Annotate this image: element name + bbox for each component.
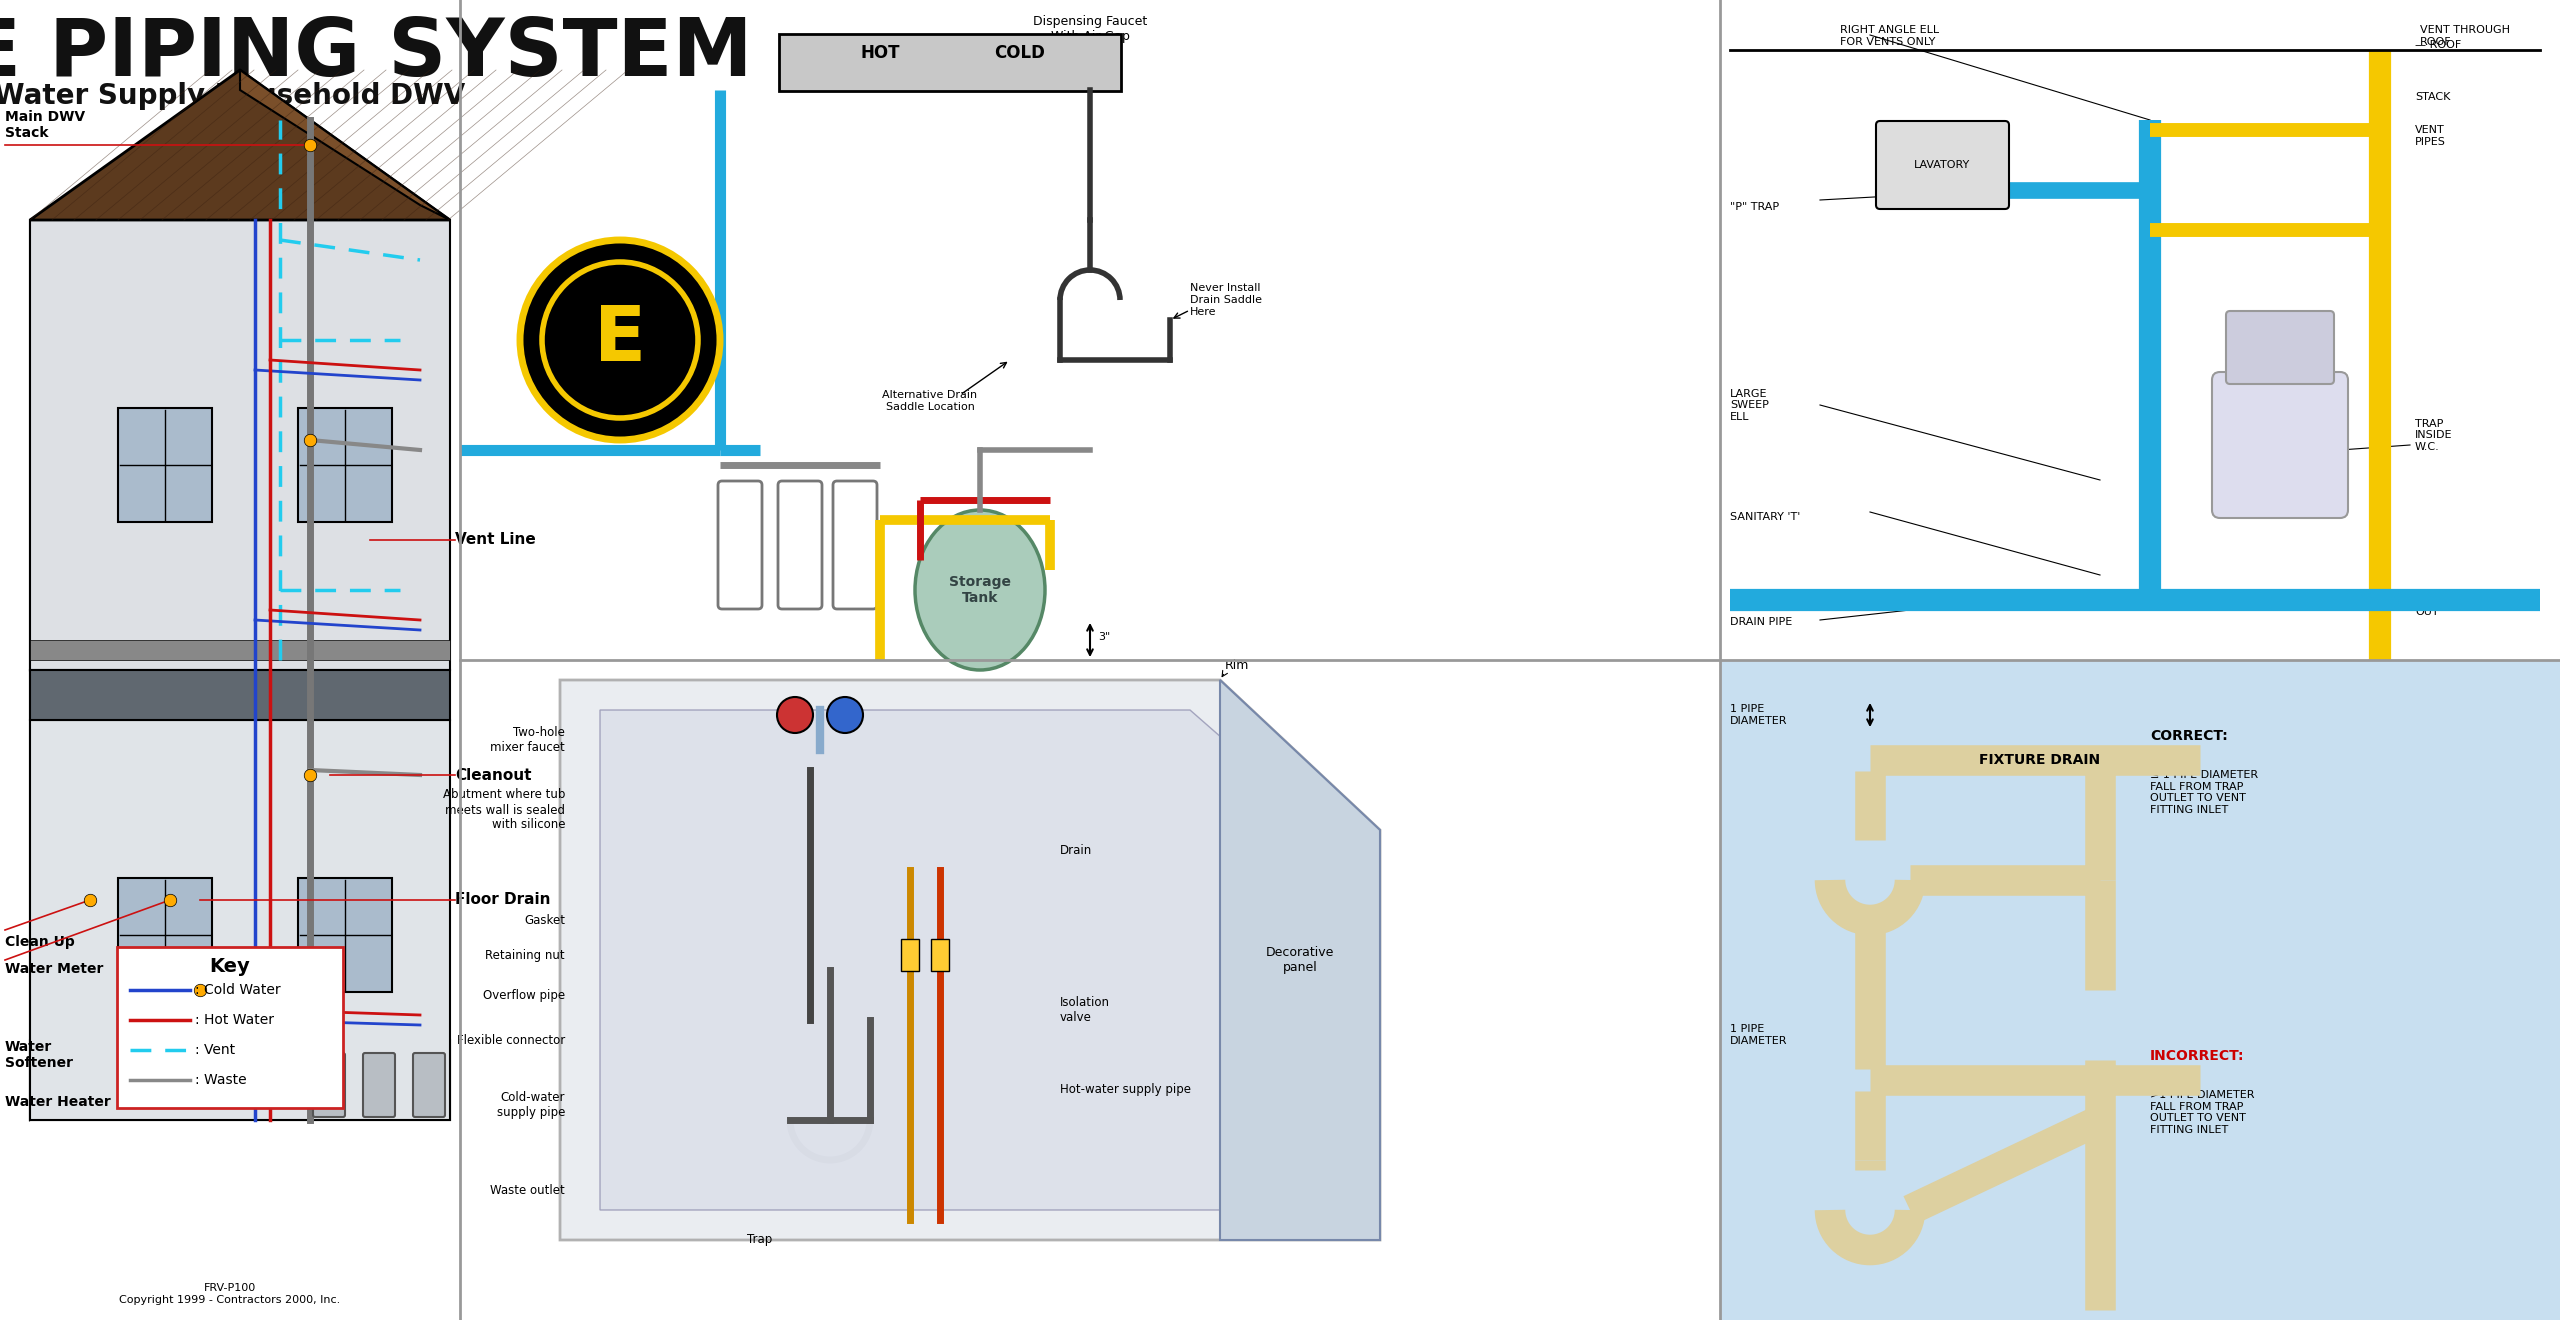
Polygon shape: [1221, 680, 1380, 1239]
Text: : Cold Water: : Cold Water: [195, 983, 282, 997]
Circle shape: [778, 697, 814, 733]
Text: Water Heater: Water Heater: [5, 1096, 110, 1109]
Text: CORRECT:: CORRECT:: [2150, 729, 2227, 743]
Text: CLEAN
OUT: CLEAN OUT: [2414, 595, 2452, 616]
FancyBboxPatch shape: [1876, 121, 2010, 209]
Text: Hot-water supply pipe: Hot-water supply pipe: [1060, 1084, 1190, 1097]
Text: Overflow pipe: Overflow pipe: [484, 989, 566, 1002]
FancyBboxPatch shape: [118, 946, 343, 1107]
Text: "P" TRAP: "P" TRAP: [1731, 202, 1779, 213]
Polygon shape: [31, 719, 451, 1119]
Text: Cold-water
supply pipe: Cold-water supply pipe: [497, 1092, 566, 1119]
Polygon shape: [31, 1040, 451, 1119]
Circle shape: [520, 240, 719, 440]
Polygon shape: [79, 696, 430, 715]
Text: Gasket: Gasket: [525, 913, 566, 927]
Text: HOT: HOT: [860, 44, 899, 62]
FancyBboxPatch shape: [901, 939, 919, 972]
Text: Never Install
Drain Saddle
Here: Never Install Drain Saddle Here: [1190, 284, 1262, 317]
Ellipse shape: [914, 510, 1044, 671]
FancyBboxPatch shape: [778, 34, 1121, 91]
Text: 7": 7": [1098, 54, 1111, 63]
Text: Alternative Drain
Saddle Location: Alternative Drain Saddle Location: [883, 391, 978, 412]
Polygon shape: [599, 710, 1349, 1210]
FancyBboxPatch shape: [364, 1053, 394, 1117]
Text: Storage
Tank: Storage Tank: [950, 576, 1011, 605]
Text: — ROOF: — ROOF: [2414, 40, 2460, 50]
Text: HOUSE PIPING SYSTEM: HOUSE PIPING SYSTEM: [0, 15, 753, 92]
Text: >1 PIPE DIAMETER
FALL FROM TRAP
OUTLET TO VENT
FITTING INLET: >1 PIPE DIAMETER FALL FROM TRAP OUTLET T…: [2150, 1090, 2255, 1135]
FancyBboxPatch shape: [1720, 660, 2560, 1320]
Text: VENT THROUGH
ROOF: VENT THROUGH ROOF: [2419, 25, 2509, 46]
Text: COLD: COLD: [996, 44, 1044, 62]
FancyBboxPatch shape: [297, 878, 392, 993]
Text: Trap: Trap: [748, 1233, 773, 1246]
Text: Retaining nut: Retaining nut: [486, 949, 566, 961]
Text: Key: Key: [210, 957, 251, 975]
Text: ≤ 1 PIPE DIAMETER
FALL FROM TRAP
OUTLET TO VENT
FITTING INLET: ≤ 1 PIPE DIAMETER FALL FROM TRAP OUTLET …: [2150, 770, 2258, 814]
Text: LAVATORY: LAVATORY: [1915, 160, 1971, 170]
Text: Vent Line: Vent Line: [456, 532, 535, 548]
Text: Drain: Drain: [1060, 843, 1093, 857]
Text: : Vent: : Vent: [195, 1043, 236, 1057]
FancyBboxPatch shape: [312, 1053, 346, 1117]
FancyBboxPatch shape: [832, 480, 878, 609]
Text: 1 PIPE
DIAMETER: 1 PIPE DIAMETER: [1731, 1024, 1787, 1045]
FancyBboxPatch shape: [461, 660, 1720, 1320]
FancyBboxPatch shape: [297, 408, 392, 521]
FancyBboxPatch shape: [412, 1053, 445, 1117]
FancyBboxPatch shape: [1720, 0, 2560, 660]
FancyBboxPatch shape: [118, 408, 212, 521]
Text: RIGHT ANGLE ELL
FOR VENTS ONLY: RIGHT ANGLE ELL FOR VENTS ONLY: [1841, 25, 1938, 46]
Text: : Hot Water: : Hot Water: [195, 1012, 274, 1027]
Text: E: E: [594, 304, 645, 378]
Text: FRV-P100
Copyright 1999 - Contractors 2000, Inc.: FRV-P100 Copyright 1999 - Contractors 20…: [120, 1283, 340, 1305]
FancyBboxPatch shape: [2212, 372, 2348, 517]
Text: Dispensing Faucet
With Air Gap: Dispensing Faucet With Air Gap: [1032, 15, 1147, 44]
Text: DRAIN PIPE: DRAIN PIPE: [1731, 616, 1792, 627]
Text: : Waste: : Waste: [195, 1073, 246, 1086]
Polygon shape: [31, 640, 451, 660]
FancyBboxPatch shape: [118, 878, 212, 993]
Text: Isolation
valve: Isolation valve: [1060, 997, 1111, 1024]
Polygon shape: [241, 70, 451, 220]
Polygon shape: [31, 671, 451, 719]
Text: 1 PIPE
DIAMETER: 1 PIPE DIAMETER: [1731, 704, 1787, 726]
FancyBboxPatch shape: [461, 0, 1720, 660]
FancyBboxPatch shape: [2227, 312, 2335, 384]
Polygon shape: [31, 630, 110, 1119]
Text: INCORRECT:: INCORRECT:: [2150, 1049, 2245, 1063]
Text: Water Meter: Water Meter: [5, 962, 102, 975]
FancyBboxPatch shape: [932, 939, 950, 972]
Text: Flexible connector: Flexible connector: [456, 1034, 566, 1047]
Circle shape: [827, 697, 863, 733]
Text: Main DWV
Stack: Main DWV Stack: [5, 110, 84, 140]
Text: TRAP
INSIDE
W.C.: TRAP INSIDE W.C.: [2414, 418, 2452, 451]
Text: STACK: STACK: [2414, 92, 2450, 102]
FancyBboxPatch shape: [717, 480, 763, 609]
Text: Decorative
panel: Decorative panel: [1265, 946, 1334, 974]
Text: VENT
PIPES: VENT PIPES: [2414, 125, 2445, 147]
Text: Two-hole
mixer faucet: Two-hole mixer faucet: [492, 726, 566, 754]
Text: Abutment where tub
meets wall is sealed
with silicone: Abutment where tub meets wall is sealed …: [443, 788, 566, 832]
Text: Water Supply Household DWV: Water Supply Household DWV: [0, 82, 466, 110]
FancyBboxPatch shape: [778, 480, 822, 609]
Text: Cleanout: Cleanout: [456, 767, 532, 783]
Polygon shape: [31, 220, 451, 671]
Text: Rim: Rim: [1226, 659, 1249, 672]
Text: 3": 3": [1098, 632, 1111, 642]
Polygon shape: [31, 180, 110, 671]
Text: Waste outlet: Waste outlet: [492, 1184, 566, 1196]
Polygon shape: [31, 70, 451, 220]
Text: SANITARY 'T': SANITARY 'T': [1731, 512, 1800, 521]
Text: Water
Softener: Water Softener: [5, 1040, 74, 1071]
Polygon shape: [561, 680, 1380, 1239]
Text: Floor Drain: Floor Drain: [456, 892, 550, 908]
Text: Clean Up: Clean Up: [5, 935, 74, 949]
Text: FIXTURE DRAIN: FIXTURE DRAIN: [1979, 752, 2102, 767]
Text: LARGE
SWEEP
ELL: LARGE SWEEP ELL: [1731, 389, 1769, 422]
